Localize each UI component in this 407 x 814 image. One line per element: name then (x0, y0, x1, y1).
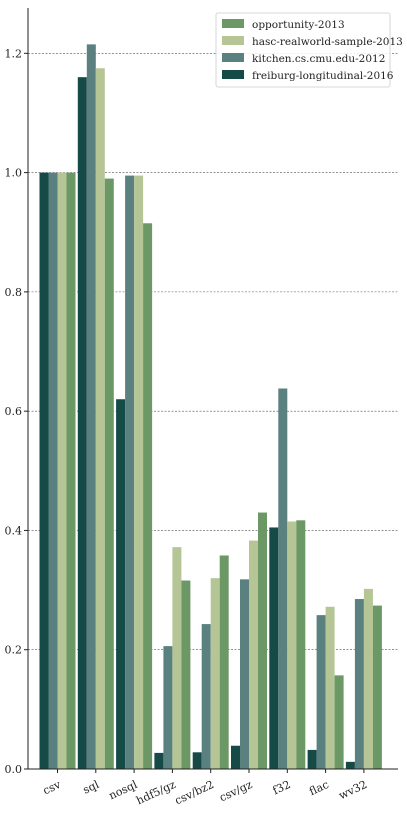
bar-kitchen.cs.cmu.edu-2012-sql (86, 44, 96, 769)
y-axis-ticks: 0.0 0.2 0.4 0.6 0.8 1.0 1.2 (5, 47, 28, 776)
bar-hasc-realworld-sample-2013-csv (57, 172, 67, 770)
legend-label: kitchen.cs.cmu.edu-2012 (252, 53, 385, 65)
bar-hasc-realworld-sample-2013-csv/gz (249, 540, 258, 769)
legend-label: hasc-realworld-sample-2013 (252, 36, 403, 48)
x-tick-label: csv/gz (217, 778, 254, 804)
x-tick-label: csv (41, 778, 64, 798)
axes (27, 8, 398, 770)
bar-freiburg-longitudinal-2016-hdf5/gz (154, 752, 164, 769)
x-tick-label: wv32 (337, 778, 369, 802)
bar-opportunity-2013-sql (104, 178, 114, 770)
legend-swatch (222, 19, 244, 28)
bar-freiburg-longitudinal-2016-flac (307, 749, 317, 769)
bar-opportunity-2013-wv32 (372, 605, 382, 769)
x-tick-label: csv/bz2 (173, 778, 216, 807)
bar-kitchen.cs.cmu.edu-2012-nosql (125, 175, 135, 769)
y-tick-label: 1.2 (5, 47, 23, 60)
bar-opportunity-2013-hdf5/gz (181, 580, 191, 769)
y-tick-label: 0.4 (5, 524, 23, 537)
bar-hasc-realworld-sample-2013-wv32 (363, 588, 373, 769)
bar-opportunity-2013-csv/gz (258, 512, 267, 769)
x-tick-label: flac (307, 778, 331, 798)
bar-freiburg-longitudinal-2016-csv (39, 172, 49, 770)
bar-kitchen.cs.cmu.edu-2012-csv/bz2 (201, 624, 211, 769)
bars (39, 44, 382, 770)
legend: opportunity-2013 hasc-realworld-sample-20… (215, 12, 403, 88)
legend-swatch (222, 53, 244, 62)
bar-kitchen.cs.cmu.edu-2012-hdf5/gz (163, 646, 173, 769)
bar-hasc-realworld-sample-2013-nosql (134, 175, 144, 769)
y-tick-label: 0.8 (5, 286, 23, 299)
bar-opportunity-2013-nosql (143, 223, 153, 769)
bar-freiburg-longitudinal-2016-wv32 (345, 761, 355, 769)
bar-kitchen.cs.cmu.edu-2012-wv32 (354, 599, 364, 769)
bar-kitchen.cs.cmu.edu-2012-csv/gz (240, 579, 249, 769)
bar-opportunity-2013-f32 (296, 520, 306, 769)
bar-hasc-realworld-sample-2013-flac (325, 606, 335, 769)
y-tick-label: 0.0 (5, 763, 23, 776)
bar-kitchen.cs.cmu.edu-2012-flac (316, 615, 326, 769)
bar-kitchen.cs.cmu.edu-2012-f32 (278, 388, 288, 769)
bar-opportunity-2013-csv/bz2 (219, 555, 229, 769)
y-tick-label: 1.0 (5, 167, 23, 180)
y-tick-label: 0.6 (5, 405, 23, 418)
legend-label: freiburg-longitudinal-2016 (252, 70, 394, 82)
legend-box (215, 12, 391, 88)
legend-label: opportunity-2013 (252, 19, 345, 31)
bar-hasc-realworld-sample-2013-sql (95, 68, 105, 770)
bar-hasc-realworld-sample-2013-hdf5/gz (172, 547, 182, 769)
bar-hasc-realworld-sample-2013-f32 (287, 521, 297, 769)
bar-kitchen.cs.cmu.edu-2012-csv (48, 172, 58, 770)
x-tick-label: hdf5/gz (134, 778, 178, 808)
y-tick-label: 0.2 (5, 644, 23, 657)
x-tick-label: sql (81, 778, 102, 797)
legend-swatch (222, 70, 244, 79)
bar-opportunity-2013-csv (66, 172, 76, 770)
bar-freiburg-longitudinal-2016-nosql (116, 399, 126, 769)
bar-freiburg-longitudinal-2016-f32 (269, 527, 279, 769)
bar-opportunity-2013-flac (334, 675, 344, 769)
bar-freiburg-longitudinal-2016-csv/gz (231, 745, 240, 769)
legend-swatch (222, 36, 244, 45)
bar-freiburg-longitudinal-2016-csv/bz2 (192, 752, 202, 769)
x-tick-label: f32 (271, 778, 293, 797)
bar-freiburg-longitudinal-2016-sql (77, 77, 87, 769)
bar-hasc-realworld-sample-2013-csv/bz2 (210, 578, 220, 769)
